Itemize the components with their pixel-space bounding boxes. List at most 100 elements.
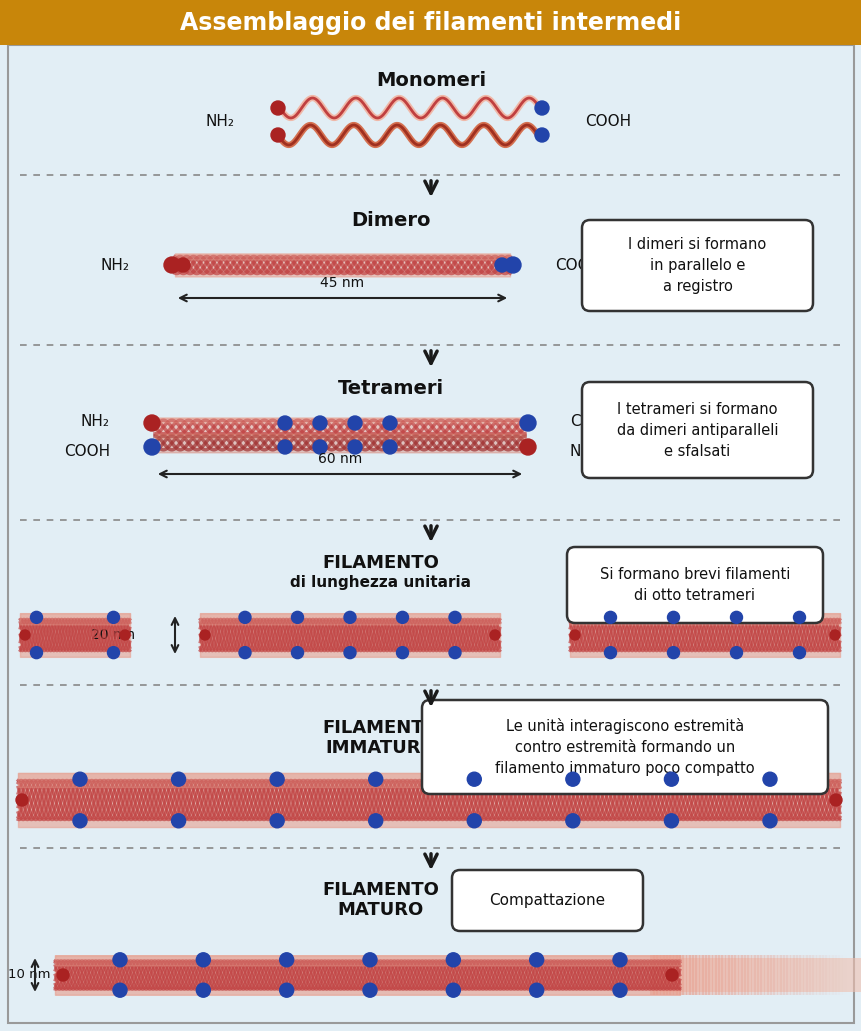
Bar	[659, 956, 664, 995]
Text: FILAMENTO: FILAMENTO	[322, 554, 439, 572]
Bar	[841, 956, 846, 995]
Circle shape	[829, 794, 841, 806]
Circle shape	[196, 984, 210, 997]
Circle shape	[666, 646, 678, 659]
Circle shape	[793, 611, 804, 624]
Circle shape	[446, 953, 460, 967]
Bar	[701, 956, 706, 995]
Circle shape	[108, 611, 120, 624]
Bar	[721, 956, 726, 995]
Bar	[662, 956, 667, 995]
Bar	[669, 956, 673, 995]
Bar	[838, 956, 842, 995]
FancyBboxPatch shape	[581, 220, 812, 311]
Bar	[776, 956, 781, 995]
Bar	[831, 956, 836, 995]
Circle shape	[278, 440, 292, 454]
Circle shape	[362, 984, 376, 997]
Circle shape	[494, 258, 508, 272]
Bar	[756, 956, 761, 995]
Text: FILAMENTO: FILAMENTO	[322, 882, 439, 899]
Text: Dimero: Dimero	[350, 210, 430, 230]
Circle shape	[505, 257, 520, 273]
Circle shape	[612, 953, 626, 967]
FancyBboxPatch shape	[422, 700, 827, 794]
Circle shape	[176, 258, 189, 272]
Circle shape	[565, 772, 579, 787]
Bar	[825, 956, 829, 995]
Bar	[737, 956, 742, 995]
Bar	[730, 956, 735, 995]
Bar	[798, 956, 803, 995]
Bar	[678, 956, 684, 995]
FancyBboxPatch shape	[8, 45, 853, 1023]
Circle shape	[279, 984, 294, 997]
Bar	[728, 956, 732, 995]
Circle shape	[762, 813, 776, 828]
Text: COOH: COOH	[554, 258, 600, 272]
Circle shape	[446, 984, 460, 997]
Bar	[704, 956, 709, 995]
Bar	[779, 956, 784, 995]
Circle shape	[344, 611, 356, 624]
Bar	[714, 956, 719, 995]
Circle shape	[108, 646, 120, 659]
Bar	[675, 956, 680, 995]
Circle shape	[604, 611, 616, 624]
Circle shape	[569, 630, 579, 640]
Bar	[796, 956, 800, 995]
Circle shape	[73, 772, 87, 787]
Circle shape	[171, 813, 185, 828]
Text: NH₂: NH₂	[101, 258, 130, 272]
Bar	[834, 956, 839, 995]
Circle shape	[467, 772, 480, 787]
Bar	[785, 956, 790, 995]
Text: 45 nm: 45 nm	[320, 276, 364, 290]
Bar	[682, 956, 686, 995]
Circle shape	[291, 646, 303, 659]
Circle shape	[144, 415, 160, 431]
Circle shape	[120, 630, 130, 640]
Bar	[815, 956, 820, 995]
Bar	[691, 956, 697, 995]
Circle shape	[535, 101, 548, 115]
Text: di lunghezza unitaria: di lunghezza unitaria	[290, 575, 471, 591]
Circle shape	[369, 772, 382, 787]
Circle shape	[729, 646, 741, 659]
FancyBboxPatch shape	[567, 547, 822, 623]
Circle shape	[396, 611, 408, 624]
Bar	[653, 956, 657, 995]
Circle shape	[382, 415, 397, 430]
Circle shape	[344, 646, 356, 659]
Bar	[724, 956, 728, 995]
Bar	[746, 956, 752, 995]
Circle shape	[519, 439, 536, 455]
Circle shape	[449, 611, 461, 624]
Bar	[789, 956, 794, 995]
Circle shape	[762, 772, 776, 787]
Bar	[666, 956, 671, 995]
Text: FILAMENTO: FILAMENTO	[322, 719, 439, 737]
Circle shape	[449, 646, 461, 659]
Circle shape	[604, 646, 616, 659]
Circle shape	[30, 611, 42, 624]
Text: 20 nm: 20 nm	[90, 628, 135, 642]
Bar	[698, 956, 703, 995]
Text: I dimeri si formano
in parallelo e
a registro: I dimeri si formano in parallelo e a reg…	[628, 237, 765, 294]
Circle shape	[144, 439, 160, 455]
Text: COOH: COOH	[569, 413, 616, 429]
Bar	[649, 956, 654, 995]
Bar	[763, 956, 768, 995]
Text: 10 nm: 10 nm	[8, 968, 51, 982]
Circle shape	[369, 813, 382, 828]
Bar	[766, 956, 771, 995]
Circle shape	[313, 415, 326, 430]
Circle shape	[171, 772, 185, 787]
Bar	[827, 956, 833, 995]
Circle shape	[57, 969, 69, 982]
Bar	[753, 956, 758, 995]
FancyBboxPatch shape	[451, 870, 642, 931]
Circle shape	[529, 984, 543, 997]
Circle shape	[238, 646, 251, 659]
Circle shape	[278, 415, 292, 430]
